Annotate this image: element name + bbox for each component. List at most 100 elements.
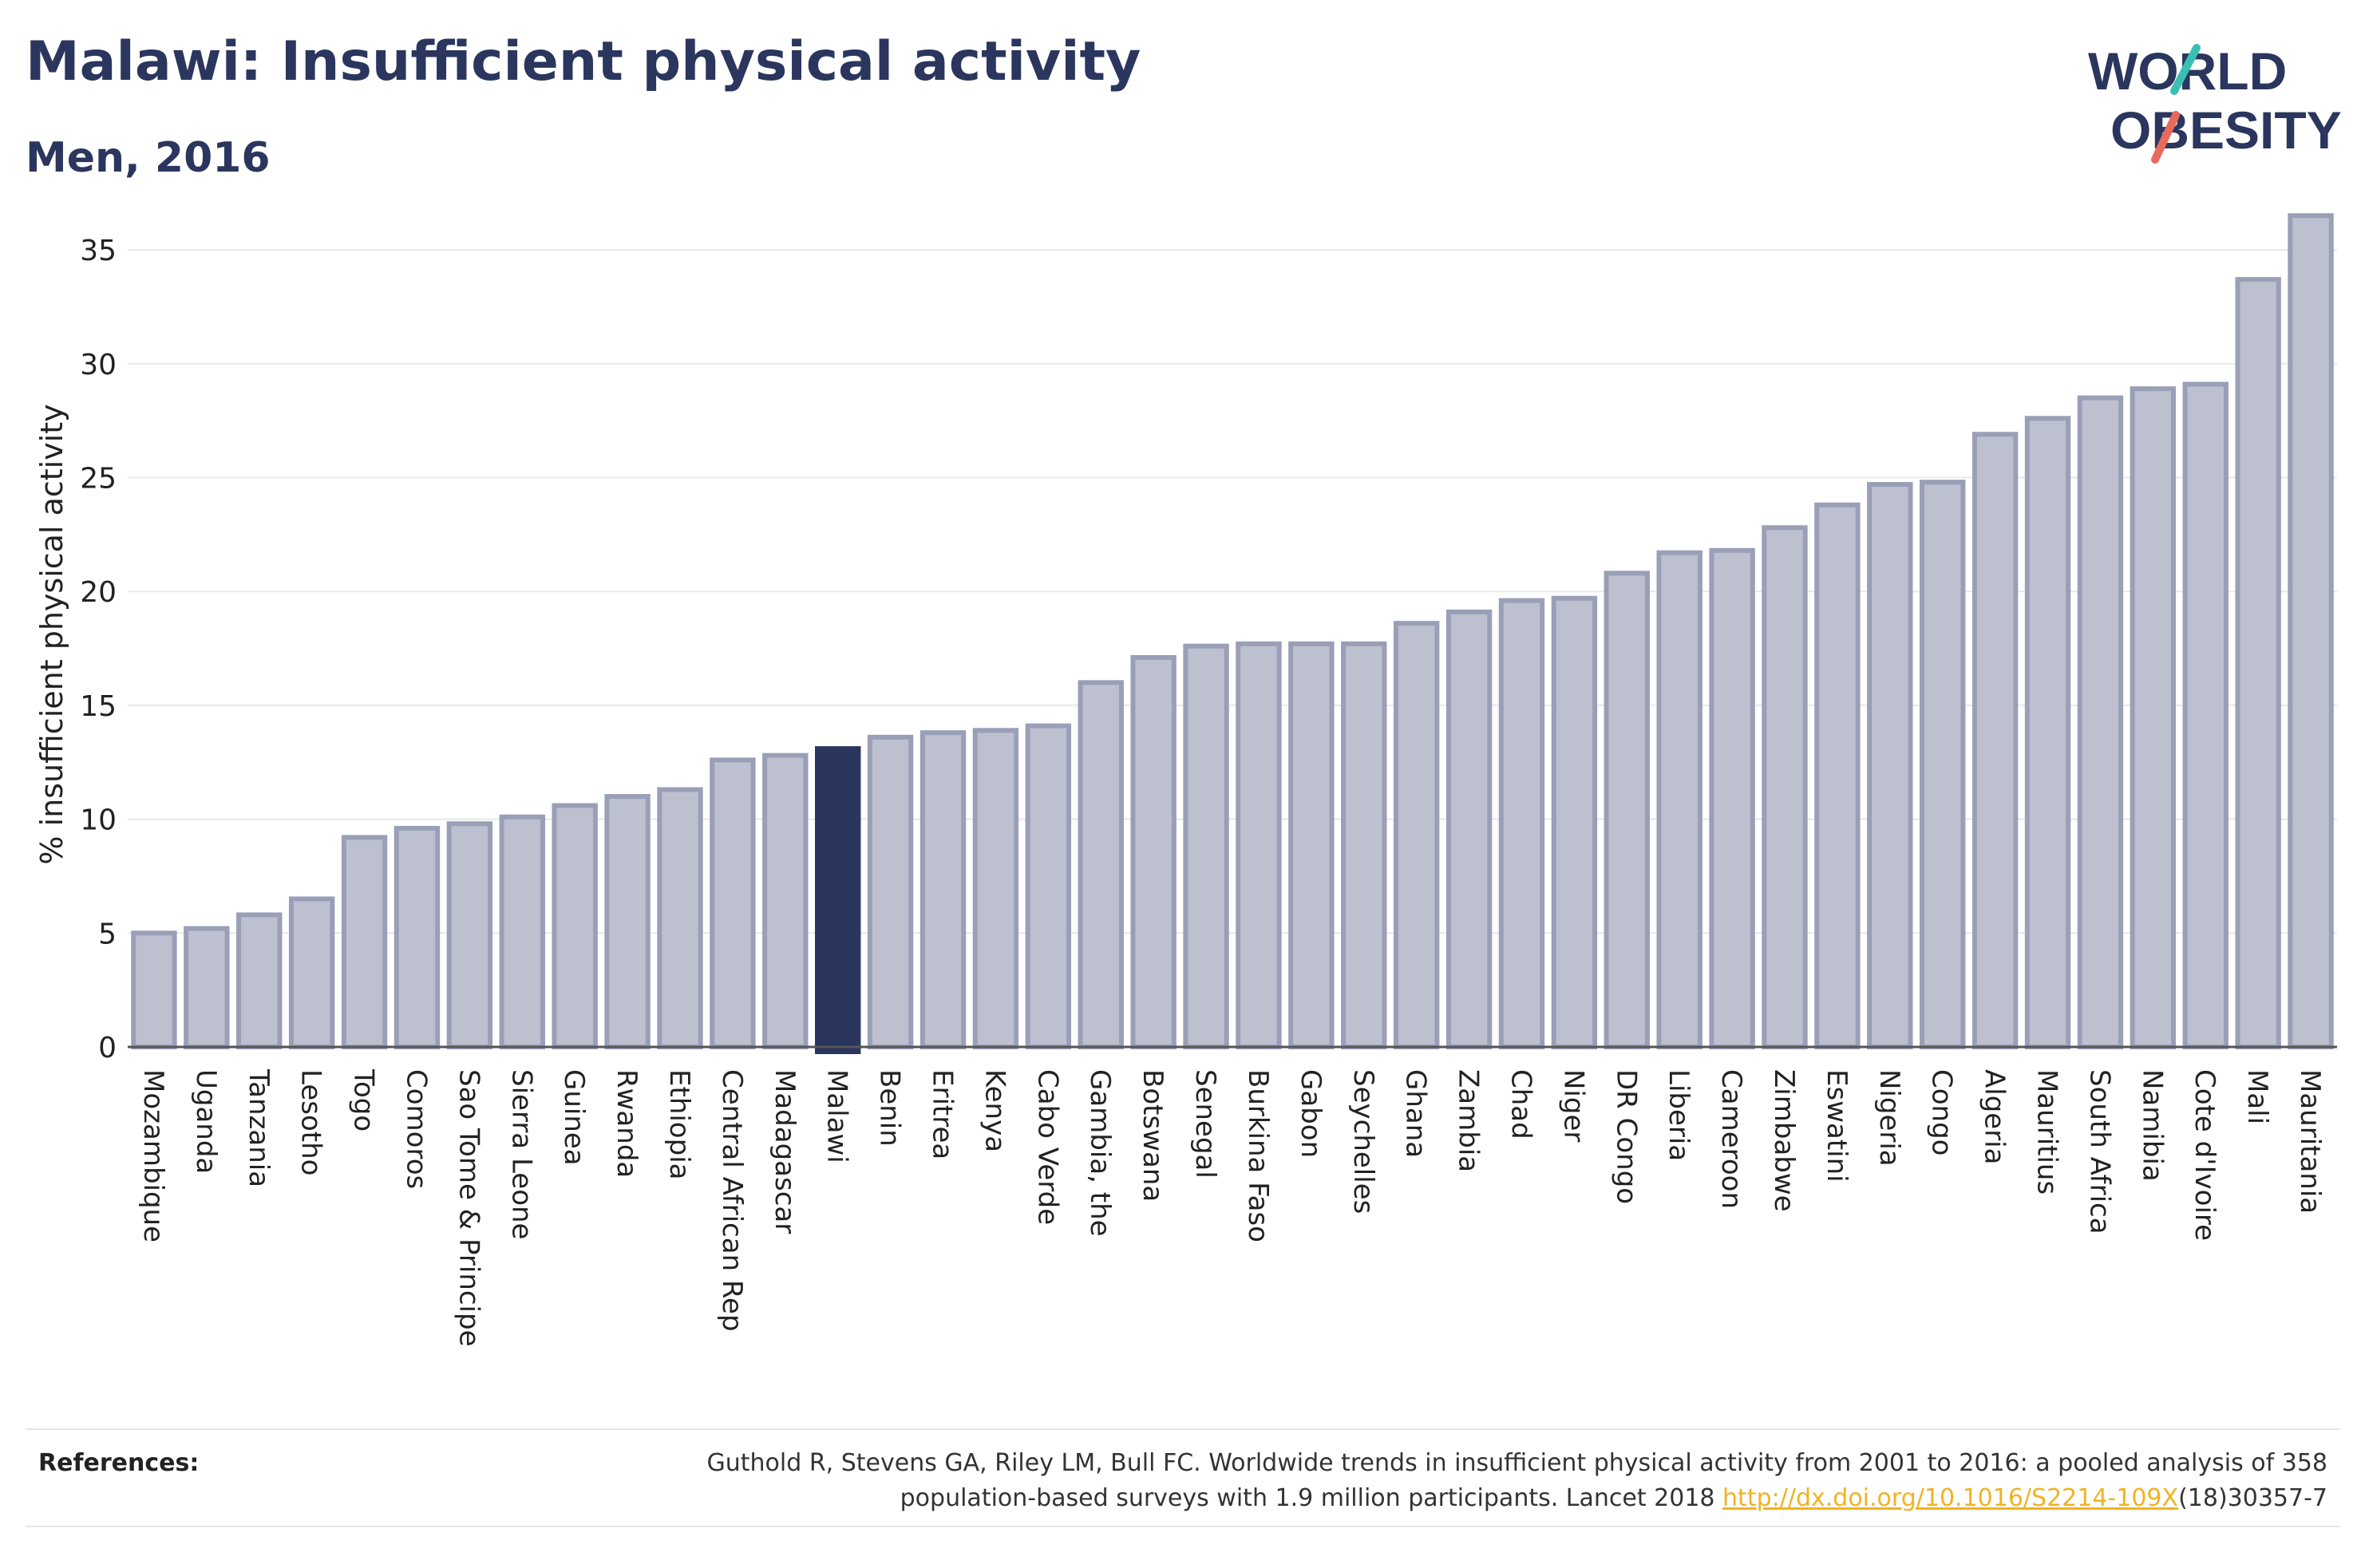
y-tick-label: 10 [80, 804, 117, 837]
references-line2-suffix: (18)30357-7 [2178, 1484, 2327, 1512]
x-tick-label: Seychelles [1347, 1069, 1379, 1214]
x-tick-label: Congo [1926, 1069, 1958, 1155]
bar [1130, 654, 1177, 1050]
bar [1920, 480, 1966, 1049]
y-tick-label: 15 [80, 690, 117, 723]
y-tick-label: 5 [98, 918, 117, 950]
x-tick-label: Niger [1557, 1069, 1589, 1142]
x-tick-label: Cameroon [1715, 1069, 1747, 1209]
bar [762, 752, 809, 1049]
y-tick-label: 30 [80, 349, 117, 381]
x-tick-label: Madagascar [769, 1069, 801, 1234]
x-tick-label: Rwanda [611, 1069, 643, 1178]
page-subtitle: Men, 2016 [26, 134, 271, 182]
x-tick-label: Mauritania [2294, 1069, 2326, 1214]
x-tick-label: Kenya [979, 1069, 1010, 1152]
bar [184, 926, 230, 1050]
x-tick-label: Tanzania [243, 1068, 275, 1187]
bar [1867, 482, 1913, 1049]
references-label: References: [38, 1449, 200, 1477]
y-tick-label: 20 [80, 576, 117, 609]
bar [1341, 641, 1387, 1050]
bar [2182, 381, 2229, 1049]
x-tick-label: Sierra Leone [505, 1069, 537, 1239]
bar [710, 757, 756, 1049]
x-tick-label: Zimbabwe [1768, 1069, 1800, 1212]
y-axis-title: % insufficient physical activity [34, 404, 69, 864]
bar [1025, 723, 1072, 1049]
bar [2288, 213, 2334, 1049]
logo-slash-coral [2151, 111, 2180, 164]
bar [2024, 416, 2071, 1049]
references-bottom-rule [26, 1526, 2340, 1527]
bar [1183, 643, 1229, 1049]
x-tick-label: Gambia, the [1084, 1069, 1116, 1237]
bar [2130, 386, 2177, 1049]
x-tick-label: Ethiopia [663, 1069, 695, 1179]
x-tick-label: Gabon [1295, 1069, 1327, 1158]
bar [131, 930, 177, 1049]
x-tick-label: Eswatini [1821, 1069, 1853, 1183]
bar [1709, 547, 1755, 1049]
x-tick-label: Cote d'Ivoire [2189, 1069, 2221, 1241]
bar [1656, 550, 1703, 1049]
x-tick-label: Mauritius [2031, 1069, 2063, 1195]
bar [1971, 432, 2019, 1049]
x-tick-label: Guinea [558, 1069, 590, 1166]
x-tick-label: Eritrea [927, 1069, 959, 1159]
bar [1762, 525, 1808, 1049]
x-tick-label: Malawi [821, 1069, 853, 1163]
logo-slash-teal [2170, 44, 2201, 95]
grid-lines [128, 249, 2337, 934]
bar [1498, 598, 1545, 1049]
bar-chart: 0 5 10 15 20 25 30 35 Mozambique Uganda Tanzania L… [34, 213, 2337, 1347]
x-tick-label: Togo [348, 1068, 380, 1132]
x-tick-label: Namibia [2136, 1069, 2168, 1182]
x-tick-label: Ghana [1400, 1069, 1432, 1158]
x-tick-label: Nigeria [1873, 1069, 1905, 1167]
bar [1604, 571, 1650, 1049]
x-tick-label: Uganda [190, 1069, 222, 1174]
logo-line2: OBESITY [2110, 101, 2342, 160]
references-doi-link[interactable]: http://dx.doi.org/10.1016/S2214-109X [1722, 1484, 2179, 1512]
bar [236, 912, 283, 1049]
x-tick-label: Lesotho [295, 1069, 327, 1175]
y-tick-label: 0 [98, 1032, 117, 1064]
bar [867, 734, 914, 1049]
references-top-rule [26, 1428, 2340, 1430]
x-tick-label: Mozambique [137, 1069, 169, 1242]
bars [131, 213, 2334, 1054]
x-tick-label: DR Congo [1610, 1069, 1642, 1204]
bar [2077, 395, 2124, 1049]
x-tick-label: Mali [2241, 1069, 2273, 1124]
x-tick-label: Liberia [1663, 1069, 1695, 1161]
x-tick-label: Botswana [1137, 1069, 1169, 1202]
x-tick-label: Sao Tome & Principe [453, 1069, 484, 1347]
bar [552, 803, 598, 1049]
bar [2235, 277, 2281, 1049]
x-tick-label: Comoros [400, 1069, 432, 1189]
page-title: Malawi: Insufficient physical activity [26, 30, 1141, 93]
bar [446, 821, 493, 1050]
x-tick-label: Burkina Faso [1242, 1069, 1274, 1242]
bar [657, 787, 703, 1049]
x-tick-label: Cabo Verde [1031, 1069, 1063, 1225]
x-tick-label: Chad [1505, 1069, 1536, 1139]
bar [919, 730, 967, 1050]
y-tick-label: 25 [80, 462, 117, 495]
axes: 0 5 10 15 20 25 30 35 [80, 235, 2337, 1064]
references-text: Guthold R, Stevens GA, Riley LM, Bull FC… [571, 1446, 2327, 1516]
bar [1236, 641, 1282, 1050]
bar [288, 896, 335, 1049]
x-tick-label: Senegal [1189, 1069, 1221, 1179]
bar [604, 794, 651, 1050]
bar [972, 728, 1019, 1049]
bar [394, 826, 441, 1050]
world-obesity-logo: WORLD OBESITY [2088, 41, 2342, 164]
references-line1: Guthold R, Stevens GA, Riley LM, Bull FC… [706, 1449, 2327, 1477]
bar [1551, 595, 1598, 1049]
x-tick-label: South Africa [2083, 1069, 2115, 1234]
x-tick-label: Zambia [1453, 1069, 1485, 1172]
references-line2-prefix: population-based surveys with 1.9 millio… [900, 1484, 1723, 1512]
bar [1445, 609, 1493, 1049]
